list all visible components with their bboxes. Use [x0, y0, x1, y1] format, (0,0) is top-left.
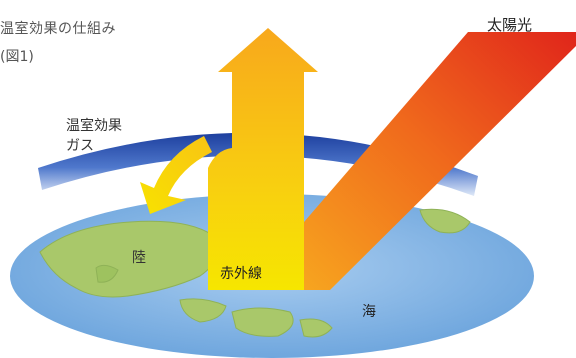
- sunlight-arrow: [304, 32, 576, 290]
- reflected-infrared-arrow: [140, 136, 212, 214]
- infrared-arrow: [208, 28, 318, 290]
- diagram-title: 温室効果の仕組み: [0, 21, 116, 37]
- greenhouse-gas-label-line1: 温室効果: [66, 118, 122, 134]
- sea-label: 海: [362, 304, 376, 320]
- land-label: 陸: [132, 250, 146, 266]
- earth-land: [39, 208, 471, 338]
- infrared-label: 赤外線: [220, 266, 262, 282]
- figure-number: (図1): [0, 49, 34, 65]
- greenhouse-gas-label-line2: ガス: [66, 138, 94, 154]
- sunlight-label: 太陽光: [487, 16, 533, 34]
